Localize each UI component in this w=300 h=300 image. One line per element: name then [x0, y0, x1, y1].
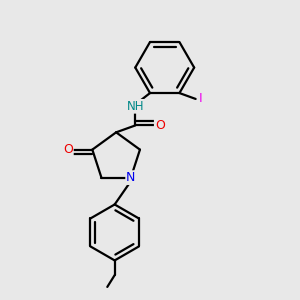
Text: O: O	[155, 119, 165, 132]
Text: N: N	[126, 171, 136, 184]
Text: I: I	[199, 92, 202, 105]
Text: NH: NH	[127, 100, 144, 113]
Text: O: O	[63, 143, 73, 156]
